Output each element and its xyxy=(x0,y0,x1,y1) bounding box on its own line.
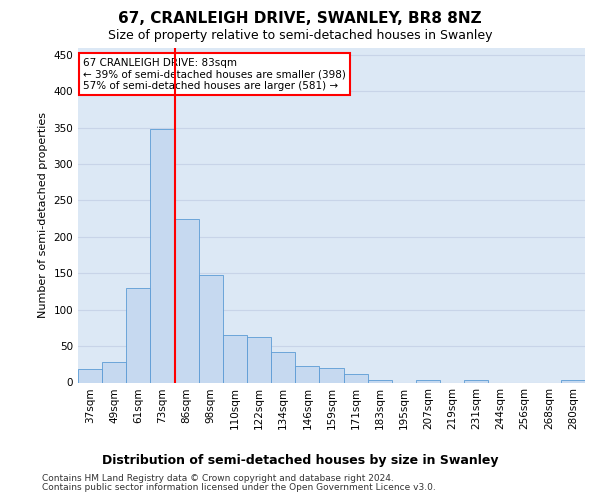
Bar xyxy=(561,380,585,382)
Bar xyxy=(247,338,271,382)
Text: Distribution of semi-detached houses by size in Swanley: Distribution of semi-detached houses by … xyxy=(102,454,498,467)
Text: Contains HM Land Registry data © Crown copyright and database right 2024.: Contains HM Land Registry data © Crown c… xyxy=(42,474,394,483)
Bar xyxy=(78,370,102,382)
Bar xyxy=(368,380,392,382)
Bar xyxy=(271,352,295,382)
Bar xyxy=(223,335,247,382)
Bar xyxy=(295,366,319,382)
Bar xyxy=(102,362,126,382)
Bar xyxy=(126,288,151,382)
Text: 67 CRANLEIGH DRIVE: 83sqm
← 39% of semi-detached houses are smaller (398)
57% of: 67 CRANLEIGH DRIVE: 83sqm ← 39% of semi-… xyxy=(83,58,346,91)
Bar xyxy=(151,129,175,382)
Y-axis label: Number of semi-detached properties: Number of semi-detached properties xyxy=(38,112,48,318)
Bar xyxy=(319,368,344,382)
Bar xyxy=(175,218,199,382)
Bar xyxy=(199,274,223,382)
Text: Contains public sector information licensed under the Open Government Licence v3: Contains public sector information licen… xyxy=(42,483,436,492)
Bar xyxy=(416,380,440,382)
Bar xyxy=(344,374,368,382)
Text: Size of property relative to semi-detached houses in Swanley: Size of property relative to semi-detach… xyxy=(108,29,492,42)
Bar xyxy=(464,380,488,382)
Text: 67, CRANLEIGH DRIVE, SWANLEY, BR8 8NZ: 67, CRANLEIGH DRIVE, SWANLEY, BR8 8NZ xyxy=(118,11,482,26)
